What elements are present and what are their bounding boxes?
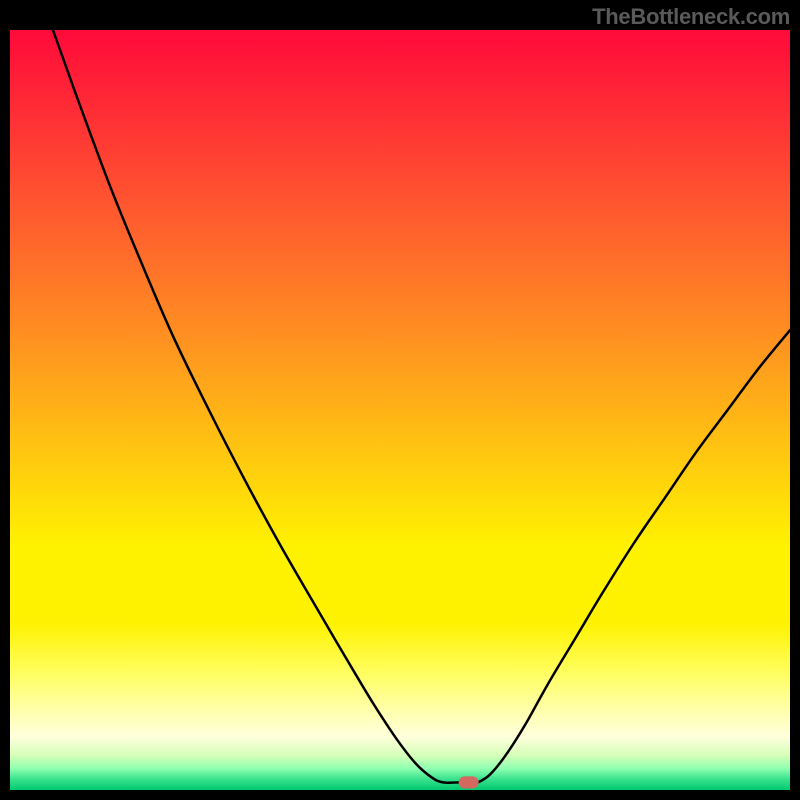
bottleneck-marker — [459, 776, 479, 788]
chart-container: TheBottleneck.com — [0, 0, 800, 800]
bottleneck-chart — [0, 0, 800, 800]
watermark-text: TheBottleneck.com — [592, 4, 790, 30]
plot-background — [10, 30, 790, 790]
